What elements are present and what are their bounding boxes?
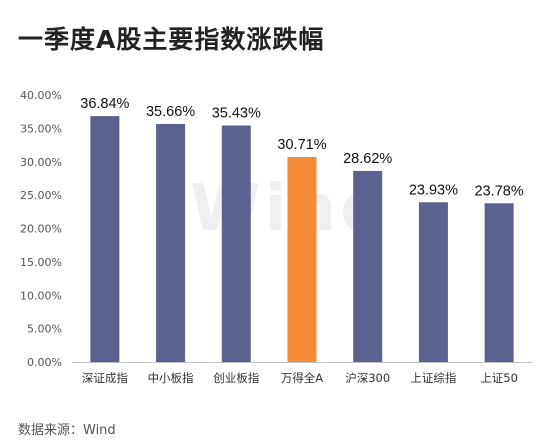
y-tick-label: 40.00%: [20, 89, 62, 102]
bars: [90, 116, 514, 362]
y-tick-label: 25.00%: [20, 189, 62, 202]
data-source: 数据来源：Wind: [18, 423, 116, 438]
category-label: 深证成指: [82, 371, 128, 385]
y-axis-ticks: 0.00% 5.00% 10.00% 15.00% 20.00% 25.00% 30.00%…: [20, 89, 62, 369]
data-label: 30.71%: [277, 137, 326, 153]
data-label: 28.62%: [343, 151, 392, 167]
y-tick-label: 5.00%: [27, 323, 62, 336]
y-tick-label: 20.00%: [20, 223, 62, 236]
category-label: 沪深300: [345, 371, 390, 385]
category-label: 中小板指: [148, 371, 194, 385]
bar: [90, 116, 120, 362]
bar: [353, 170, 383, 362]
category-labels: 深证成指 中小板指 创业板指 万得全A 沪深300 上证综指 上证50: [82, 371, 518, 385]
bar: [156, 123, 186, 362]
chart-title: 一季度A股主要指数涨跌幅: [18, 25, 325, 54]
data-label: 35.66%: [146, 104, 195, 120]
y-tick-label: 0.00%: [27, 356, 62, 369]
data-label: 23.93%: [409, 182, 458, 198]
bar: [287, 157, 317, 362]
bar: [221, 125, 251, 362]
y-tick-label: 35.00%: [20, 122, 62, 135]
data-labels: 36.84% 35.66% 35.43% 30.71% 28.62% 23.93% 23.7…: [80, 96, 524, 199]
bar: [484, 203, 514, 362]
category-label: 创业板指: [213, 371, 259, 385]
data-label: 35.43%: [212, 106, 261, 122]
category-label: 上证综指: [410, 371, 456, 385]
data-label: 36.84%: [80, 96, 129, 112]
category-label: 万得全A: [281, 371, 323, 385]
y-tick-label: 15.00%: [20, 256, 62, 269]
y-tick-label: 30.00%: [20, 156, 62, 169]
bar: [418, 202, 448, 362]
data-label: 23.78%: [475, 183, 524, 199]
y-tick-label: 10.00%: [20, 289, 62, 302]
category-label: 上证50: [480, 371, 518, 385]
